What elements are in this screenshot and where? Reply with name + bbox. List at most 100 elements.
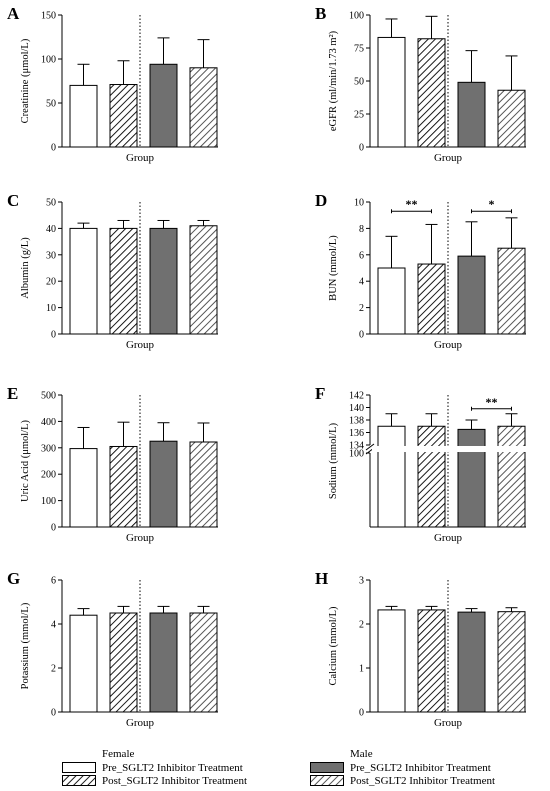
legend-female-post-label: Post_SGLT2 Inhibitor Treatment [102,774,248,787]
bar [189,441,218,528]
y-tick-label: 100 [41,55,56,66]
x-axis-label: Group [126,717,155,729]
bar [417,425,446,528]
bar [377,609,406,713]
y-tick-label: 150 [41,11,56,22]
panel-letter: G [7,569,20,588]
axis-break-gap [372,446,528,452]
bar [189,225,218,335]
bar [457,611,486,713]
x-axis-label: Group [126,532,155,544]
y-tick-label: 0 [51,708,56,719]
axis-break-mark [365,443,375,451]
y-tick-label: 2 [51,664,56,675]
y-tick-label: 0 [359,708,364,719]
y-axis-label: BUN (mmol/L) [328,235,339,301]
y-tick-label: 0 [51,330,56,341]
bar [377,36,406,148]
y-tick-label: 3 [359,576,364,587]
y-tick-label: 40 [46,224,56,235]
bar [149,63,178,148]
bar [109,227,138,335]
panel-letter: B [315,4,326,23]
y-tick-label: 200 [41,470,56,481]
bar [189,67,218,148]
bar [377,267,406,335]
y-tick-label: 0 [359,143,364,154]
y-tick-label: 1 [359,664,364,675]
y-tick-label: 500 [41,391,56,402]
y-tick-label: 4 [359,277,364,288]
panel-letter: H [315,569,328,588]
bar [497,611,526,713]
bar [417,263,446,335]
x-axis-label: Group [434,152,463,164]
y-tick-label: 6 [359,250,364,261]
bar [189,612,218,713]
bar [69,448,98,528]
y-tick-label: 400 [41,417,56,428]
panel-e: E 0 100 200 300 400 500 Group Uric Acid (μmol/L) [7,384,218,544]
x-axis-label: Group [434,717,463,729]
bar [497,425,526,528]
bar [457,428,486,528]
y-tick-label: 4 [51,620,56,631]
x-axis-label: Group [434,339,463,351]
bar [377,425,406,528]
legend-male-post: Post_SGLT2 Inhibitor Treatment [310,774,550,787]
panel-letter: D [315,191,327,210]
bar [457,255,486,335]
panel-c: C 0 10 20 30 40 50 Group Albumin (g/L) [7,191,218,351]
y-axis-label: Creatinine (μmol/L) [20,38,31,123]
y-tick-label: 300 [41,443,56,454]
bar [109,445,138,528]
bar [417,609,446,713]
bar [497,89,526,148]
legend-female-pre: Pre_SGLT2 Inhibitor Treatment [62,761,302,774]
y-tick-label: 75 [354,44,364,55]
legend-female-pre-label: Pre_SGLT2 Inhibitor Treatment [102,761,243,774]
y-tick-label: 10 [46,303,56,314]
y-tick-label: 138 [349,416,364,427]
y-tick-label: 134 [349,441,364,452]
y-tick-label: 10 [354,198,364,209]
y-tick-label: 50 [46,198,56,209]
panel-letter: C [7,191,19,210]
y-tick-label: 142 [349,391,364,402]
y-tick-label: 25 [354,110,364,121]
legend-female-pre-swatch [62,762,96,773]
y-tick-label: 100 [41,496,56,507]
bar [149,227,178,335]
bar [69,614,98,713]
panel-h: H 0 1 2 3 Group Calcium (mmol/L) [315,569,526,729]
bar [417,38,446,148]
y-tick-label: 100 [349,449,364,460]
y-tick-label: 2 [359,303,364,314]
legend-female-post: Post_SGLT2 Inhibitor Treatment [62,774,302,787]
significance-label: ** [406,197,418,211]
panel-letter: F [315,384,325,403]
significance-label: * [489,197,495,211]
y-axis-label: eGFR (ml/min/1.73 m²) [328,30,339,131]
legend-male-pre-label: Pre_SGLT2 Inhibitor Treatment [350,761,491,774]
y-tick-label: 136 [349,428,364,439]
y-axis-label: Calcium (mmol/L) [328,606,339,686]
y-tick-label: 0 [51,523,56,534]
panel-g: G 0 2 4 6 Group Potassium (mmol/L) [7,569,218,729]
y-axis-label: Sodium (mmol/L) [328,422,339,499]
y-tick-label: 0 [51,143,56,154]
legend-male-pre-swatch [310,762,344,773]
legend-male-title: Male [350,748,373,760]
y-axis-label: Albumin (g/L) [20,237,31,299]
panel-letter: A [7,4,20,23]
panel-b: B 0 25 50 75 100 Group eGFR (ml/min/1.73 m²) [315,4,526,164]
bar [457,81,486,148]
y-tick-label: 50 [354,77,364,88]
y-tick-label: 100 [349,11,364,22]
y-tick-label: 0 [359,330,364,341]
y-axis-label: Potassium (mmol/L) [20,602,31,689]
bar [497,247,526,335]
